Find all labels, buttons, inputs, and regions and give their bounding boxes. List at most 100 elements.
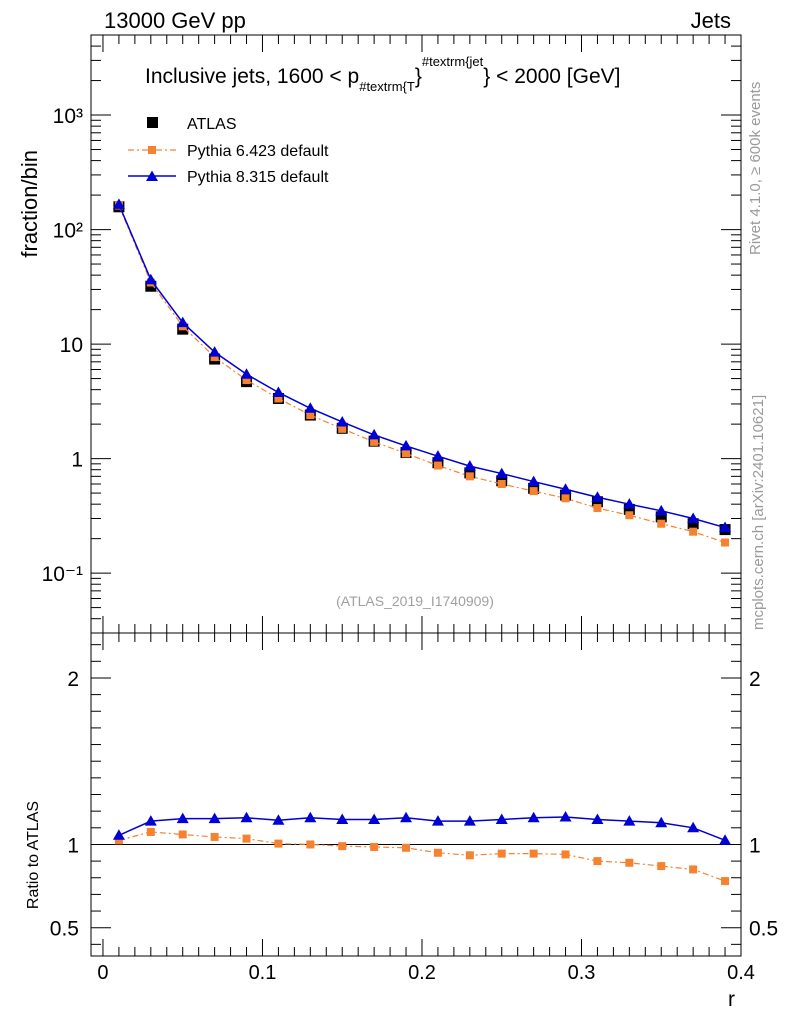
main-point-pythia-8-315-default xyxy=(144,273,157,285)
main-line-pythia-8-315-default xyxy=(118,204,726,529)
ratio-panel: 0.5 1 2 0.5 1 2 0 0.1 0.2 0.3 0.4 Ratio to ATLAS… xyxy=(25,632,778,1011)
ratio-point-pythia-6-423-default xyxy=(338,842,347,851)
main-point-pythia-8-315-default xyxy=(208,346,221,357)
main-point-pythia-8-315-default xyxy=(591,491,604,502)
legend-marker-pythia6 xyxy=(148,146,156,154)
ratio-line-pythia-6-423-default xyxy=(118,831,726,882)
main-point-pythia-6-423-default xyxy=(529,487,538,496)
main-point-pythia-8-315-default xyxy=(112,198,125,209)
ratio-y-tick-labels: 0.5 1 2 xyxy=(50,668,79,941)
main-point-pythia-8-315-default xyxy=(368,428,381,440)
ratio-point-pythia-8-315-default xyxy=(368,813,381,824)
main-y-tick-label: 10 xyxy=(60,334,83,357)
main-point-atlas xyxy=(623,503,635,515)
main-point-pythia-6-423-default xyxy=(561,494,570,503)
x-tick-label: 0.4 xyxy=(727,962,755,984)
ratio-point-pythia-8-315-default xyxy=(431,815,444,826)
main-point-pythia-6-423-default xyxy=(242,376,251,385)
main-point-pythia-8-315-default xyxy=(240,368,253,379)
ratio-point-pythia-8-315-default xyxy=(655,816,668,828)
x-tick-label: 0.3 xyxy=(568,962,596,984)
x-tick-label: 0 xyxy=(97,962,108,984)
main-point-pythia-6-423-default xyxy=(657,519,666,528)
ratio-point-pythia-6-423-default xyxy=(146,827,155,836)
ratio-point-pythia-8-315-default xyxy=(272,814,285,825)
legend-label-pythia6: Pythia 6.423 default xyxy=(187,143,329,160)
main-point-pythia-8-315-default xyxy=(400,439,413,451)
title-prefix: Inclusive jets, 1600 < p xyxy=(145,65,359,88)
ratio-point-pythia-6-423-default xyxy=(178,830,187,839)
ratio-y-tick-label: 1 xyxy=(67,834,79,857)
main-point-pythia-8-315-default xyxy=(655,504,668,516)
ratio-point-pythia-6-423-default xyxy=(721,877,730,886)
main-point-pythia-6-423-default xyxy=(721,538,730,547)
ratio-point-pythia-8-315-default xyxy=(623,815,636,826)
ratio-point-pythia-6-423-default xyxy=(210,832,219,841)
main-point-pythia-6-423-default xyxy=(370,437,379,446)
main-chart-title: Inclusive jets, 1600 < p#textrm{T}#textr… xyxy=(145,54,620,94)
main-point-pythia-8-315-default xyxy=(272,386,285,397)
x-axis-label: r xyxy=(728,988,735,1011)
main-point-atlas xyxy=(655,511,667,523)
legend-marker-atlas xyxy=(147,117,158,128)
main-point-atlas xyxy=(687,518,699,530)
ratio-point-pythia-6-423-default xyxy=(433,848,442,857)
ratio-point-pythia-6-423-default xyxy=(625,858,634,867)
ratio-point-pythia-8-315-default xyxy=(144,815,157,826)
process-label: Jets xyxy=(691,8,731,33)
ratio-point-pythia-6-423-default xyxy=(497,849,506,858)
ratio-point-pythia-6-423-default xyxy=(465,851,474,860)
ratio-y-tick-label-right: 0.5 xyxy=(749,918,778,941)
main-y-tick-label: 10³ xyxy=(53,105,83,128)
ratio-point-pythia-8-315-default xyxy=(176,812,189,824)
ratio-point-pythia-8-315-default xyxy=(559,810,572,822)
main-point-atlas xyxy=(591,496,603,508)
main-series-layer xyxy=(112,198,732,547)
title-suffix: } < 2000 [GeV] xyxy=(483,65,620,88)
ratio-line-pythia-8-315-default xyxy=(118,816,726,841)
ratio-point-pythia-8-315-default xyxy=(527,811,540,823)
ratio-point-pythia-8-315-default xyxy=(591,813,604,824)
main-point-pythia-6-423-default xyxy=(465,472,474,481)
main-point-pythia-6-423-default xyxy=(338,424,347,433)
ratio-point-pythia-6-423-default xyxy=(306,840,315,849)
ratio-frame xyxy=(90,632,742,957)
ratio-point-pythia-6-423-default xyxy=(593,857,602,866)
main-y-tick-labels: 10⁻¹ 1 10 10² 10³ xyxy=(42,105,83,586)
ratio-y-tick-label: 0.5 xyxy=(50,918,79,941)
x-tick-labels: 0 0.1 0.2 0.3 0.4 xyxy=(97,962,755,984)
main-axis-ticks xyxy=(91,34,742,634)
ratio-y-tick-labels-right: 0.5 1 2 xyxy=(749,668,778,941)
ratio-point-pythia-6-423-default xyxy=(689,865,698,874)
ratio-point-pythia-8-315-default xyxy=(687,821,700,833)
ratio-point-pythia-6-423-default xyxy=(657,862,666,871)
main-point-pythia-8-315-default xyxy=(495,467,508,479)
rivet-version-label: Rivet 4.1.0, ≥ 600k events xyxy=(747,82,764,255)
legend-label-pythia8: Pythia 8.315 default xyxy=(187,169,329,186)
legend: ATLAS Pythia 6.423 default Pythia 8.315 … xyxy=(128,116,329,186)
ratio-point-pythia-6-423-default xyxy=(114,836,123,845)
legend-label-atlas: ATLAS xyxy=(187,116,237,133)
main-point-pythia-8-315-default xyxy=(719,521,732,533)
main-point-pythia-8-315-default xyxy=(527,475,540,487)
x-tick-label: 0.1 xyxy=(249,962,277,984)
ratio-y-tick-label-right: 1 xyxy=(749,834,761,857)
main-point-pythia-6-423-default xyxy=(433,461,442,470)
main-point-pythia-6-423-default xyxy=(497,480,506,489)
main-point-pythia-8-315-default xyxy=(431,450,444,461)
ratio-point-pythia-6-423-default xyxy=(370,842,379,851)
ratio-point-pythia-6-423-default xyxy=(561,850,570,859)
main-point-pythia-6-423-default xyxy=(274,394,283,403)
energy-label: 13000 GeV pp xyxy=(104,8,246,33)
ratio-point-pythia-6-423-default xyxy=(274,839,283,848)
main-point-pythia-8-315-default xyxy=(176,316,189,328)
main-line-pythia-6-423-default xyxy=(118,205,726,544)
main-point-pythia-8-315-default xyxy=(687,512,700,523)
ratio-y-tick-label-right: 2 xyxy=(749,668,761,691)
ratio-y-tick-label: 2 xyxy=(67,668,79,691)
main-point-pythia-6-423-default xyxy=(306,411,315,420)
mcplots-label: mcplots.cern.ch [arXiv:2401.10621] xyxy=(750,395,767,630)
main-point-pythia-8-315-default xyxy=(336,415,349,427)
